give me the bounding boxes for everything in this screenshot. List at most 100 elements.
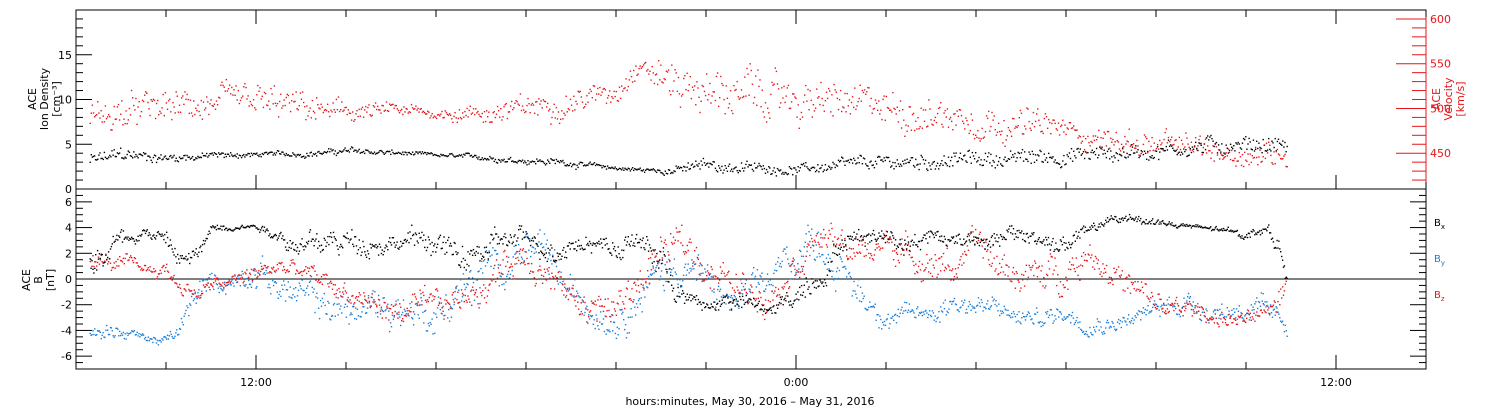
bz-points-point xyxy=(260,271,261,272)
by-points-point xyxy=(1253,309,1254,310)
by-points-point xyxy=(963,302,964,303)
velocity-points-point xyxy=(646,70,647,71)
velocity-points-point xyxy=(357,116,358,117)
density-points-point xyxy=(1020,157,1021,158)
bz-points-point xyxy=(1121,274,1122,275)
velocity-points-point xyxy=(1076,130,1077,131)
velocity-points-point xyxy=(679,93,680,94)
velocity-points-point xyxy=(289,102,290,103)
density-points-point xyxy=(1019,153,1020,154)
by-points-point xyxy=(761,273,762,274)
by-points-point xyxy=(161,338,162,339)
bx-points-point xyxy=(193,251,194,252)
density-points-point xyxy=(768,166,769,167)
by-points-point xyxy=(483,260,484,261)
density-points-point xyxy=(953,153,954,154)
by-points-point xyxy=(782,261,783,262)
by-points-point xyxy=(1208,322,1209,323)
density-points-point xyxy=(545,164,546,165)
bz-points-point xyxy=(511,263,512,264)
bz-points-point xyxy=(610,321,611,322)
velocity-points-point xyxy=(1199,136,1200,137)
bz-points-point xyxy=(588,316,589,317)
bz-points-point xyxy=(710,287,711,288)
velocity-points-point xyxy=(1241,165,1242,166)
by-points-point xyxy=(622,312,623,313)
density-points-point xyxy=(1090,152,1091,153)
velocity-points-point xyxy=(567,111,568,112)
by-points-point xyxy=(595,328,596,329)
bz-points-point xyxy=(904,245,905,246)
velocity-points-point xyxy=(570,99,571,100)
bz-points-point xyxy=(661,241,662,242)
velocity-points-point xyxy=(632,81,633,82)
velocity-points-point xyxy=(831,94,832,95)
velocity-points-point xyxy=(247,95,248,96)
velocity-points-point xyxy=(346,107,347,108)
velocity-points-point xyxy=(670,94,671,95)
bz-points-point xyxy=(834,236,835,237)
density-points-point xyxy=(458,155,459,156)
density-points-point xyxy=(574,164,575,165)
bz-points-point xyxy=(1017,280,1018,281)
by-points-point xyxy=(134,330,135,331)
density-points-point xyxy=(842,158,843,159)
density-points-point xyxy=(659,170,660,171)
by-points-point xyxy=(885,325,886,326)
velocity-points-point xyxy=(135,98,136,99)
bz-points-point xyxy=(1047,275,1048,276)
density-points-point xyxy=(1208,139,1209,140)
bz-points-point xyxy=(292,259,293,260)
by-points-point xyxy=(158,344,159,345)
velocity-points-point xyxy=(483,122,484,123)
density-points-point xyxy=(669,170,670,171)
velocity-points-point xyxy=(1245,160,1246,161)
by-points-point xyxy=(1012,316,1013,317)
by-points-point xyxy=(288,281,289,282)
by-points-point xyxy=(1060,311,1061,312)
bz-points-point xyxy=(1074,268,1075,269)
velocity-points-point xyxy=(1167,142,1168,143)
bz-points-point xyxy=(655,255,656,256)
by-points-point xyxy=(1143,307,1144,308)
velocity-points-point xyxy=(513,107,514,108)
density-points-point xyxy=(364,153,365,154)
bz-points-point xyxy=(1172,304,1173,305)
density-points-point xyxy=(1272,142,1273,143)
density-points-point xyxy=(342,151,343,152)
bz-points-point xyxy=(682,245,683,246)
density-points-point xyxy=(1063,155,1064,156)
bx-points-point xyxy=(90,268,91,269)
density-points-point xyxy=(765,173,766,174)
velocity-points-point xyxy=(998,123,999,124)
bz-points-point xyxy=(615,310,616,311)
density-points-point xyxy=(879,156,880,157)
bz-points-point xyxy=(476,289,477,290)
velocity-points-point xyxy=(1224,156,1225,157)
by-points-point xyxy=(958,309,959,310)
velocity-points-point xyxy=(1089,145,1090,146)
by-points-point xyxy=(618,334,619,335)
density-points-point xyxy=(865,163,866,164)
by-points-point xyxy=(394,316,395,317)
by-points-point xyxy=(676,274,677,275)
by-points-point xyxy=(143,335,144,336)
by-points-point xyxy=(515,253,516,254)
bz-points-point xyxy=(689,239,690,240)
velocity-points-point xyxy=(99,117,100,118)
by-points-point xyxy=(826,258,827,259)
velocity-points-point xyxy=(277,103,278,104)
bz-points-point xyxy=(1215,313,1216,314)
density-points-point xyxy=(1122,148,1123,149)
density-points-point xyxy=(607,165,608,166)
bz-points-point xyxy=(1039,266,1040,267)
density-points-point xyxy=(1252,149,1253,150)
bz-points-point xyxy=(326,275,327,276)
density-points-point xyxy=(1192,146,1193,147)
density-points-point xyxy=(1170,144,1171,145)
by-points-point xyxy=(639,298,640,299)
by-points-point xyxy=(1255,301,1256,302)
density-points-point xyxy=(1229,150,1230,151)
velocity-points-point xyxy=(200,115,201,116)
density-points xyxy=(90,135,1288,177)
